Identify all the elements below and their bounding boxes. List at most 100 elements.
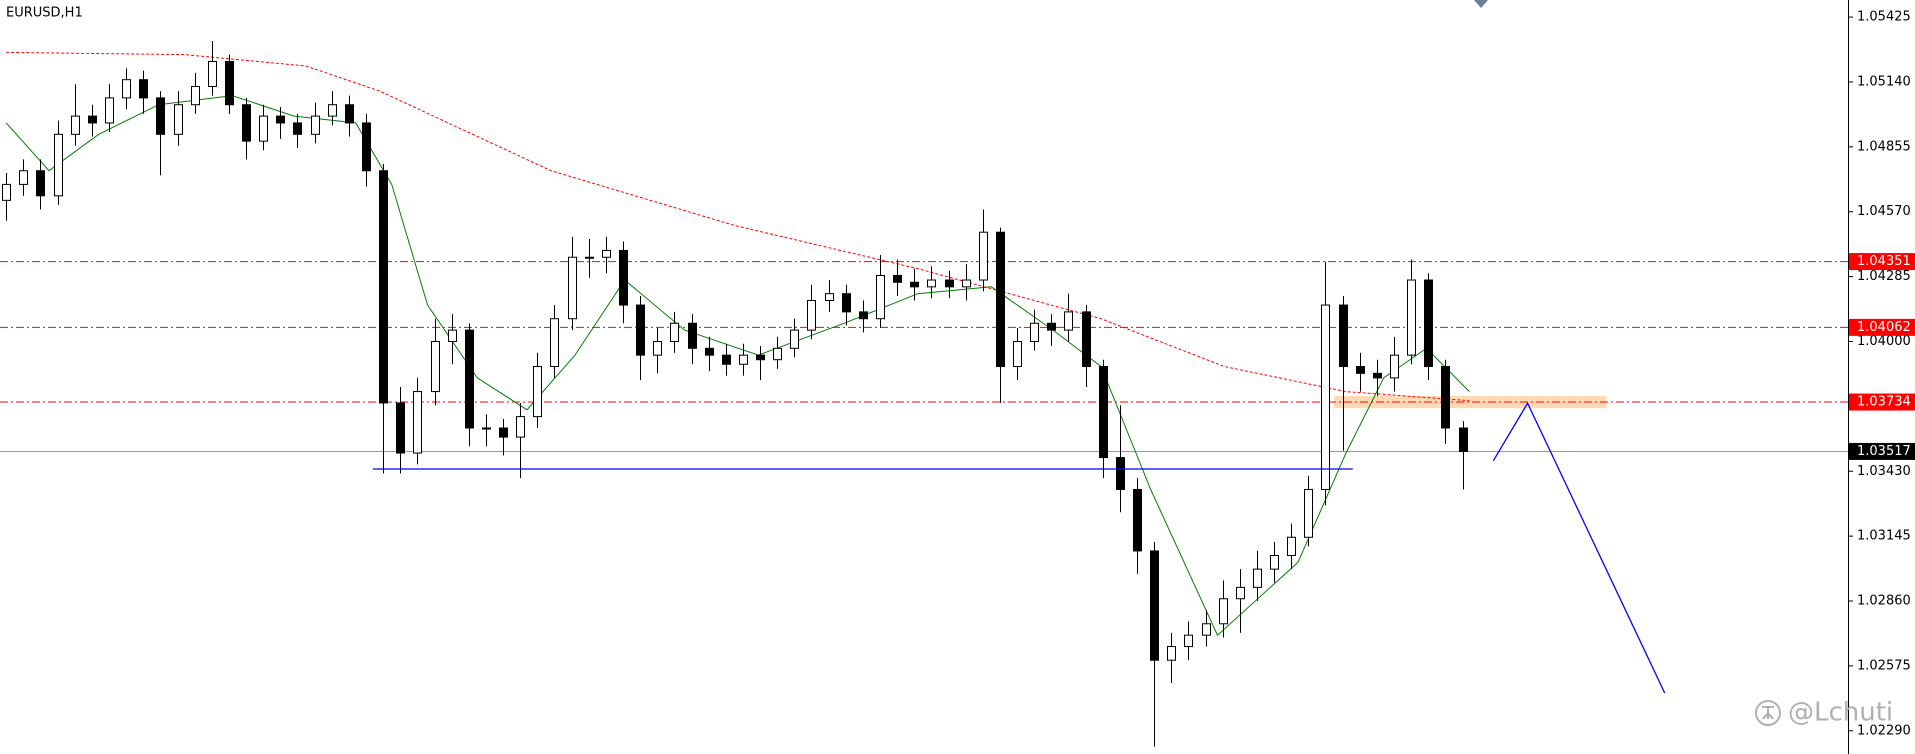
candle-body — [1287, 536, 1296, 556]
candle-body — [927, 279, 936, 288]
level-label-box — [1849, 253, 1915, 271]
level-label: 1.04062 — [1857, 320, 1911, 335]
candle-body — [550, 318, 559, 368]
candle-body — [191, 86, 200, 106]
candle-body — [1064, 311, 1073, 331]
moving-average — [5, 95, 1470, 637]
candle-body — [722, 354, 731, 365]
trendline — [1492, 401, 1666, 694]
candle-body — [962, 279, 971, 288]
candle-body — [859, 311, 868, 320]
candle-body — [807, 300, 816, 331]
candle-body — [276, 115, 285, 124]
candle-body — [328, 104, 337, 117]
watermark-logo — [1755, 700, 1781, 726]
candle-body — [1356, 366, 1365, 374]
plot-area — [0, 40, 1848, 747]
candle-body — [602, 249, 611, 258]
candle-body — [1047, 322, 1056, 331]
candle-body — [156, 97, 165, 135]
candle-body — [2, 183, 11, 201]
candle-body — [979, 231, 988, 281]
candle-body — [413, 391, 422, 454]
candle-body — [568, 256, 577, 320]
y-tick-label: 1.04285 — [1857, 269, 1911, 284]
candle-body — [105, 97, 114, 124]
candle-body — [122, 79, 131, 99]
candle-body — [996, 231, 1005, 368]
candle-body — [1339, 304, 1348, 368]
candle-body — [516, 416, 525, 438]
candle-body — [1082, 311, 1091, 368]
candle-body — [242, 104, 251, 142]
candle-body — [1099, 366, 1108, 459]
candle-body — [1459, 427, 1468, 452]
candle-body — [1150, 550, 1159, 661]
y-tick-label: 1.03430 — [1857, 464, 1911, 479]
y-tick-label: 1.04570 — [1857, 204, 1911, 219]
candle-body — [842, 293, 851, 313]
y-tick-label: 1.02575 — [1857, 658, 1911, 673]
candle-body — [705, 347, 714, 356]
level-label-box — [1849, 393, 1915, 411]
moving-average — [6, 51, 1470, 402]
level-label-box — [1849, 318, 1915, 336]
candle-body — [1116, 457, 1125, 490]
candle-body — [311, 115, 320, 135]
candle-body — [688, 322, 697, 349]
candle-body — [533, 366, 542, 418]
candle-body — [653, 340, 662, 356]
level-label: 1.03734 — [1857, 395, 1911, 410]
y-tick-label: 1.04855 — [1857, 139, 1911, 154]
candle-body — [259, 115, 268, 142]
y-tick-label: 1.03145 — [1857, 529, 1911, 544]
candle-body — [1321, 304, 1330, 490]
candle-body — [1236, 586, 1245, 600]
candle-body — [431, 340, 440, 393]
candle-body — [379, 170, 388, 404]
candle-body — [482, 427, 491, 430]
candle-body — [636, 304, 645, 356]
candle-body — [756, 354, 765, 361]
candle-body — [910, 281, 919, 288]
candle-body — [1219, 598, 1228, 625]
y-tick-label: 1.04000 — [1857, 334, 1911, 349]
candle-body — [345, 104, 354, 124]
candle-body — [499, 427, 508, 438]
candle-body — [139, 79, 148, 99]
level-label: 1.03517 — [1857, 444, 1911, 459]
chart-title: EURUSD,H1 — [6, 6, 83, 21]
candle-body — [1030, 322, 1039, 342]
candle-body — [1133, 488, 1142, 552]
y-tick-label: 1.05425 — [1857, 10, 1911, 25]
candle-body — [1270, 554, 1279, 570]
candle-body — [670, 322, 679, 342]
candle-body — [790, 329, 799, 349]
candle-body — [465, 329, 474, 429]
candle-body — [208, 60, 217, 88]
candle-body — [19, 170, 28, 185]
candle-body — [1167, 646, 1176, 661]
candle-body — [36, 170, 45, 197]
candle-body — [362, 122, 371, 172]
candle-body — [1407, 279, 1416, 356]
candle-body — [945, 279, 954, 288]
level-label-box — [1849, 442, 1915, 460]
candle-body — [1373, 372, 1382, 379]
candle-body — [71, 115, 80, 135]
candle-body — [825, 293, 834, 302]
candle-body — [1013, 340, 1022, 368]
candle-body — [1304, 488, 1313, 538]
shift-marker — [1474, 0, 1488, 8]
candle-body — [225, 60, 234, 106]
candle-body — [54, 133, 63, 197]
candle-body — [448, 329, 457, 342]
candle-body — [893, 274, 902, 283]
candle-body — [293, 122, 302, 135]
candle-body — [88, 115, 97, 124]
candle-body — [876, 274, 885, 320]
candle-body — [773, 347, 782, 361]
candle-body — [1253, 568, 1262, 588]
